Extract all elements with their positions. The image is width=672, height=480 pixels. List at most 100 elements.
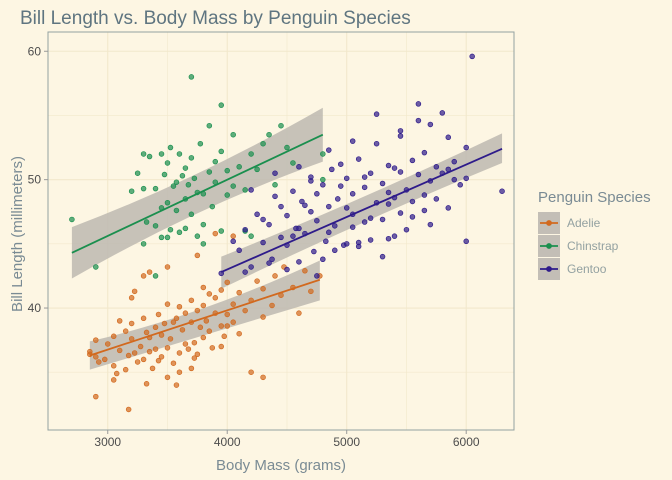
data-point-gentoo [367, 237, 374, 243]
data-point-adelie [224, 279, 230, 286]
data-point-adelie [164, 374, 171, 381]
data-point-adelie [212, 295, 219, 301]
data-point-gentoo [499, 188, 505, 194]
data-point-chinstrap [176, 229, 183, 236]
data-point-adelie [302, 268, 308, 274]
y-tick-label: 50 [28, 173, 42, 187]
data-point-gentoo [415, 117, 422, 124]
data-point-chinstrap [266, 131, 272, 138]
data-point-adelie [188, 297, 195, 304]
data-point-adelie [260, 314, 266, 320]
data-point-gentoo [397, 169, 404, 175]
x-tick-label: 5000 [333, 435, 360, 449]
data-point-gentoo [296, 259, 302, 265]
data-point-adelie [164, 345, 171, 351]
data-point-gentoo [433, 196, 440, 202]
data-point-adelie [93, 354, 99, 360]
data-point-chinstrap [176, 151, 183, 157]
data-point-gentoo [349, 224, 356, 230]
data-point-chinstrap [236, 164, 242, 170]
trend-line-gentoo [220, 148, 503, 273]
data-point-chinstrap [134, 170, 141, 176]
data-point-gentoo [439, 110, 446, 116]
data-point-gentoo [373, 140, 380, 147]
data-point-chinstrap [224, 167, 230, 174]
data-point-chinstrap [182, 165, 189, 171]
legend-key-point [546, 243, 552, 249]
data-point-adelie [218, 287, 225, 293]
data-point-gentoo [433, 164, 440, 170]
data-point-gentoo [409, 198, 416, 205]
data-point-gentoo [332, 247, 338, 254]
data-point-gentoo [326, 147, 332, 153]
data-point-chinstrap [128, 188, 135, 194]
data-point-adelie [122, 328, 129, 334]
data-point-gentoo [379, 216, 386, 223]
data-point-chinstrap [158, 151, 165, 157]
data-point-adelie [248, 369, 254, 375]
data-point-adelie [146, 269, 153, 275]
data-point-chinstrap [146, 153, 153, 160]
data-point-chinstrap [164, 200, 171, 206]
data-point-adelie [161, 320, 168, 327]
data-point-chinstrap [209, 203, 216, 210]
data-point-chinstrap [173, 207, 180, 214]
data-point-gentoo [314, 273, 320, 279]
data-point-chinstrap [170, 183, 177, 189]
data-point-gentoo [308, 178, 314, 184]
data-point-gentoo [445, 134, 452, 141]
data-point-adelie [122, 366, 129, 373]
data-point-chinstrap [179, 173, 186, 179]
data-point-gentoo [337, 161, 344, 167]
data-point-chinstrap [248, 151, 254, 157]
data-point-adelie [93, 337, 99, 343]
data-point-gentoo [242, 226, 248, 233]
data-point-adelie [96, 359, 102, 365]
data-point-adelie [170, 360, 177, 366]
data-point-chinstrap [182, 225, 189, 232]
y-tick-label: 60 [28, 44, 42, 58]
data-point-adelie [194, 351, 201, 358]
data-point-adelie [173, 315, 180, 322]
data-point-adelie [206, 291, 213, 297]
data-point-chinstrap [206, 169, 213, 175]
data-point-adelie [131, 288, 138, 295]
data-point-gentoo [397, 133, 404, 139]
data-point-gentoo [335, 196, 341, 202]
data-point-gentoo [284, 266, 290, 273]
data-point-adelie [212, 230, 219, 237]
data-point-chinstrap [188, 155, 195, 161]
data-point-adelie [140, 273, 147, 279]
data-point-gentoo [329, 166, 335, 173]
data-point-chinstrap [260, 140, 266, 147]
data-point-adelie [128, 320, 135, 327]
x-axis-title: Body Mass (grams) [216, 457, 346, 474]
data-point-gentoo [278, 203, 284, 210]
data-point-gentoo [337, 183, 344, 189]
data-point-chinstrap [200, 221, 207, 228]
data-point-gentoo [332, 223, 338, 229]
data-point-chinstrap [173, 179, 180, 185]
data-point-gentoo [311, 248, 317, 255]
data-point-gentoo [421, 192, 428, 198]
data-point-adelie [152, 346, 159, 352]
data-point-gentoo [355, 156, 362, 162]
data-point-adelie [140, 356, 147, 363]
data-point-gentoo [397, 210, 404, 216]
data-point-adelie [218, 323, 225, 329]
data-point-gentoo [379, 180, 386, 187]
data-point-chinstrap [224, 192, 230, 198]
trend-line-adelie [89, 278, 321, 357]
data-point-chinstrap [230, 183, 236, 189]
data-point-gentoo [403, 226, 410, 233]
data-point-adelie [128, 295, 135, 301]
data-point-adelie [173, 382, 180, 388]
data-point-chinstrap [254, 166, 260, 173]
data-point-adelie [116, 318, 123, 324]
data-point-adelie [176, 303, 183, 310]
data-point-adelie [182, 310, 189, 316]
data-point-gentoo [248, 187, 254, 193]
data-point-gentoo [272, 170, 278, 176]
data-point-adelie [269, 302, 275, 309]
